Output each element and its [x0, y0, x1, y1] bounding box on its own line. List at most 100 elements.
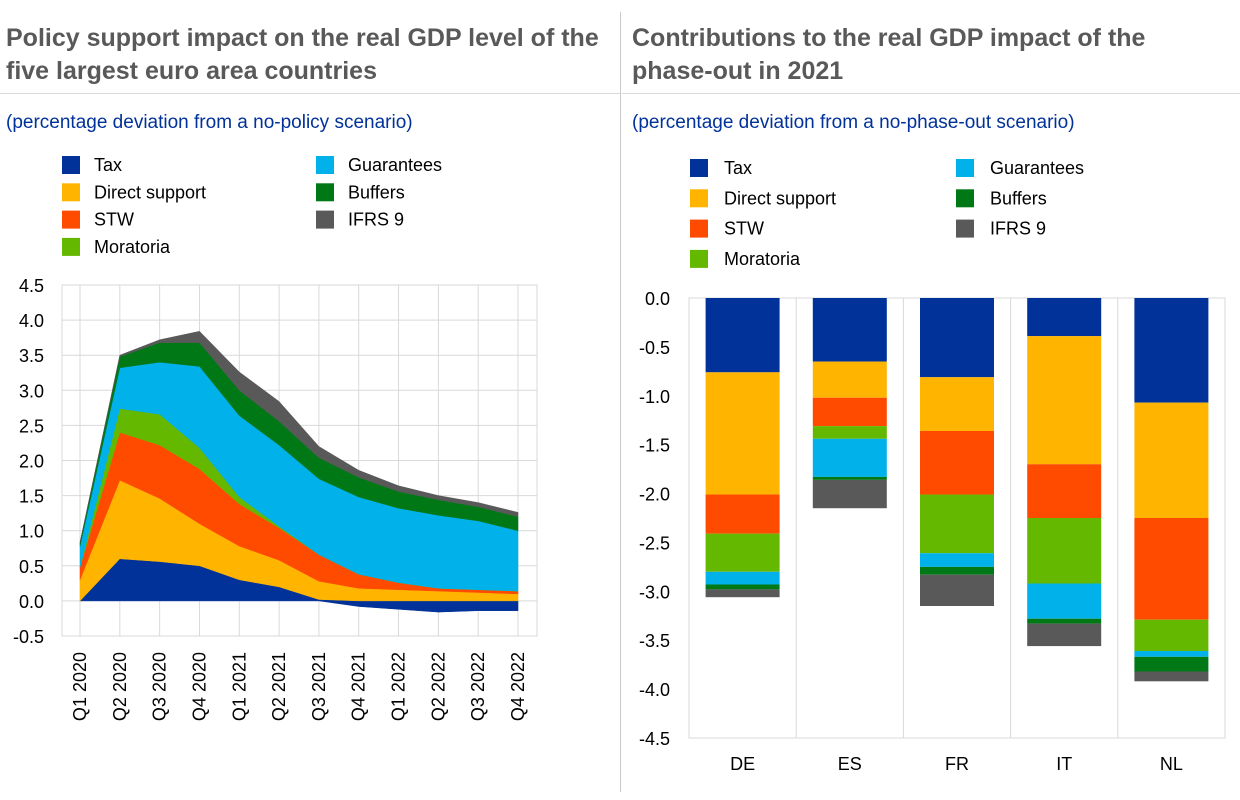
- x-tick-label: Q2 2020: [110, 652, 130, 721]
- y-tick-label: 1.0: [19, 522, 44, 542]
- legend-label-ifrs-9: IFRS 9: [990, 219, 1046, 239]
- legend-swatch-buffers: [956, 189, 974, 208]
- x-tick-label: Q3 2022: [468, 652, 488, 721]
- bar-direct-support-nl: [1134, 402, 1209, 518]
- y-tick-label: -3.0: [639, 582, 670, 602]
- legend-swatch-direct-support: [690, 189, 708, 208]
- bar-direct-support-fr: [920, 377, 994, 431]
- bar-tax-nl: [1134, 298, 1209, 403]
- legend-label-stw: STW: [724, 219, 764, 239]
- legend-swatch-ifrs-9: [316, 210, 334, 229]
- y-tick-label: 3.5: [19, 346, 44, 366]
- legend-swatch-moratoria: [690, 249, 708, 268]
- legend-label-direct-support: Direct support: [724, 188, 836, 208]
- legend-swatch-buffers: [316, 183, 334, 202]
- legend-label-stw: STW: [94, 210, 134, 230]
- x-tick-label: Q3 2020: [150, 652, 170, 721]
- bar-guarantees-fr: [920, 553, 994, 567]
- legend-label-buffers: Buffers: [990, 188, 1047, 208]
- bar-guarantees-es: [812, 438, 887, 477]
- x-tick-label: Q3 2021: [309, 652, 329, 721]
- bar-moratoria-nl: [1134, 619, 1209, 651]
- legend-swatch-tax: [62, 156, 80, 174]
- legend-label-ifrs-9: IFRS 9: [348, 210, 404, 230]
- bar-buffers-es: [812, 476, 887, 480]
- y-tick-label: 0.0: [19, 592, 44, 612]
- left-area-chart: Tax Direct support STW Moratoria Guarantees B…: [13, 155, 538, 721]
- bar-guarantees-nl: [1134, 650, 1209, 657]
- y-tick-label: -2.0: [639, 485, 670, 505]
- bar-stw-nl: [1134, 518, 1209, 620]
- legend-swatch-direct-support: [62, 183, 80, 202]
- y-tick-label: 2.5: [19, 416, 44, 436]
- y-tick-label: -3.5: [639, 631, 670, 651]
- legend-swatch-ifrs-9: [956, 219, 974, 238]
- x-tick-label: Q2 2022: [428, 652, 448, 721]
- legend-label-tax: Tax: [724, 158, 752, 178]
- y-tick-label: 4.5: [19, 276, 44, 296]
- bar-stw-it: [1027, 464, 1102, 518]
- bar-stw-es: [812, 397, 887, 427]
- legend-swatch-stw: [62, 210, 80, 229]
- bar-buffers-de: [705, 584, 780, 590]
- y-tick-label: 3.0: [19, 381, 44, 401]
- y-tick-label: -1.5: [639, 436, 670, 456]
- legend-label-moratoria: Moratoria: [94, 237, 171, 257]
- bar-moratoria-es: [812, 426, 887, 439]
- right-chart-subtitle: (percentage deviation from a no-phase-ou…: [632, 112, 1075, 133]
- bar-tax-it: [1027, 298, 1102, 337]
- right-bar-chart: Tax Direct support STW Moratoria Guarantees B…: [639, 158, 1226, 774]
- legend-swatch-moratoria: [62, 237, 80, 256]
- area-series-ifrs-9: [79, 331, 519, 543]
- bar-moratoria-it: [1027, 518, 1102, 584]
- y-tick-label: -0.5: [639, 338, 670, 358]
- bar-ifrs-9-it: [1027, 623, 1102, 647]
- bar-ifrs-9-es: [812, 479, 887, 509]
- bar-direct-support-de: [705, 372, 780, 495]
- legend-swatch-guarantees: [316, 156, 334, 174]
- bar-moratoria-de: [705, 533, 780, 572]
- legend-label-direct-support: Direct support: [94, 182, 206, 202]
- right-chart-title: Contributions to the real GDP impact of …: [632, 24, 1146, 85]
- x-tick-label: IT: [1056, 754, 1072, 774]
- legend-label-tax: Tax: [94, 155, 122, 175]
- bar-tax-de: [705, 298, 780, 373]
- right-title-divider: [622, 93, 1240, 94]
- bar-guarantees-de: [705, 571, 780, 585]
- bar-ifrs-9-nl: [1134, 671, 1209, 682]
- x-tick-label: ES: [838, 754, 862, 774]
- bar-buffers-fr: [920, 566, 994, 575]
- bar-buffers-it: [1027, 618, 1102, 624]
- bar-moratoria-fr: [920, 494, 994, 554]
- left-panel: Policy support impact on the real GDP le…: [0, 24, 620, 721]
- legend-swatch-tax: [690, 159, 708, 177]
- y-tick-label: 0.0: [645, 289, 670, 309]
- x-tick-label: Q1 2021: [229, 652, 249, 721]
- bar-buffers-nl: [1134, 656, 1209, 672]
- legend-label-moratoria: Moratoria: [724, 249, 801, 269]
- y-tick-label: 2.0: [19, 452, 44, 472]
- y-tick-label: 4.0: [19, 311, 44, 331]
- legend-label-guarantees: Guarantees: [990, 158, 1084, 178]
- bar-ifrs-9-fr: [920, 574, 994, 606]
- y-tick-label: -4.0: [639, 680, 670, 700]
- legend-label-buffers: Buffers: [348, 182, 405, 202]
- legend-label-guarantees: Guarantees: [348, 155, 442, 175]
- right-panel: Contributions to the real GDP impact of …: [622, 0, 1240, 800]
- y-tick-label: -1.0: [639, 387, 670, 407]
- bar-tax-fr: [920, 298, 994, 378]
- bar-ifrs-9-de: [705, 589, 780, 598]
- y-tick-label: -4.5: [639, 729, 670, 749]
- x-tick-label: Q4 2021: [349, 652, 369, 721]
- left-title-divider: [0, 93, 620, 94]
- y-tick-label: -2.5: [639, 533, 670, 553]
- left-chart-subtitle: (percentage deviation from a no-policy s…: [6, 112, 413, 133]
- bar-tax-es: [812, 298, 887, 362]
- y-tick-label: 1.5: [19, 487, 44, 507]
- panel-divider: [620, 12, 621, 792]
- x-tick-label: DE: [730, 754, 755, 774]
- left-chart-title: Policy support impact on the real GDP le…: [6, 24, 599, 85]
- x-tick-label: Q1 2020: [70, 652, 90, 721]
- bar-direct-support-es: [812, 361, 887, 398]
- bar-direct-support-it: [1027, 336, 1102, 465]
